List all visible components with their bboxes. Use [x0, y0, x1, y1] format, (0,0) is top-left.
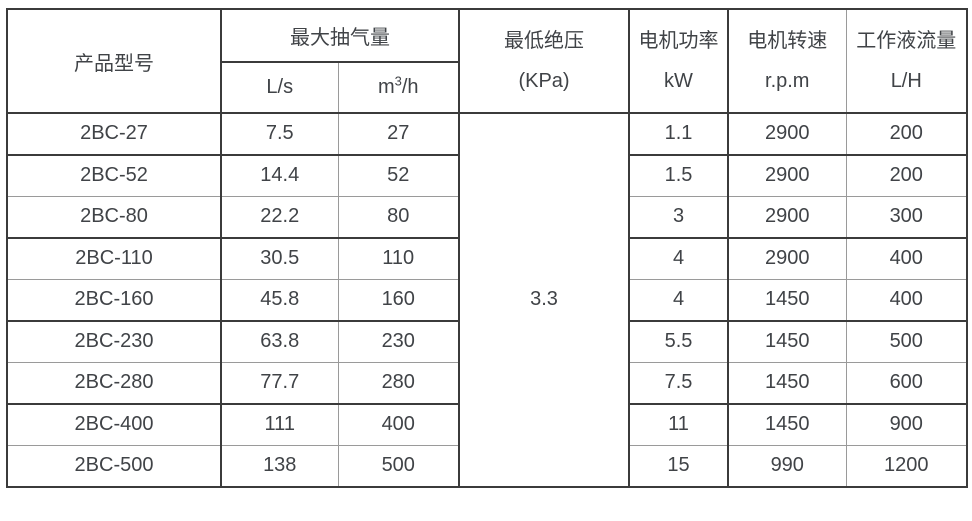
cell-rpm: 2900: [727, 195, 847, 239]
cell-kw: 4: [628, 278, 729, 322]
cell-rpm: 2900: [727, 154, 847, 197]
cell-lh: 400: [845, 237, 968, 280]
motor-speed-unit: r.p.m: [765, 70, 810, 92]
cell-m3h: 280: [337, 361, 460, 405]
cell-kw: 3: [628, 195, 729, 239]
cell-lh: 600: [845, 361, 968, 405]
cell-ls: 30.5: [220, 237, 339, 280]
table-row: 2BC-80 22.2 80 3 2900 300: [6, 195, 968, 239]
cell-kw: 1.5: [628, 154, 729, 197]
cell-model: 2BC-500: [6, 444, 222, 487]
cell-ls: 22.2: [220, 195, 339, 239]
cell-kw: 5.5: [628, 320, 729, 363]
cell-lh: 900: [845, 403, 968, 446]
pump-spec-table: 产品型号 最大抽气量 最低绝压 (KPa) 电机功率 kW 电机转速 r.p.m…: [6, 8, 968, 488]
table-body: 2BC-27 7.5 27 3.3 1.1 2900 200 2BC-52 14.4 52 1.5 2…: [6, 112, 968, 488]
cell-m3h: 80: [337, 195, 460, 239]
table-row: 2BC-500 138 500 15 990 1200: [6, 444, 968, 487]
table-row: 2BC-27 7.5 27 3.3 1.1 2900 200: [6, 112, 968, 488]
table-row: 2BC-160 45.8 160 4 1450 400: [6, 278, 968, 322]
cell-ls: 7.5: [220, 112, 339, 156]
cell-m3h: 500: [337, 444, 460, 487]
cell-ls: 45.8: [220, 278, 339, 322]
col-header-fluid-flow: 工作液流量 L/H: [845, 8, 968, 114]
m3h-base: m: [377, 76, 395, 98]
col-header-product-model: 产品型号: [6, 8, 222, 114]
table-row: 2BC-280 77.7 280 7.5 1450 600: [6, 361, 968, 405]
cell-rpm: 1450: [727, 320, 847, 363]
min-pressure-unit: (KPa): [518, 70, 570, 92]
cell-m3h: 400: [337, 403, 460, 446]
cell-rpm: 1450: [727, 403, 847, 446]
cell-ls: 14.4: [220, 154, 339, 197]
cell-ls: 63.8: [220, 320, 339, 363]
cell-model: 2BC-27: [6, 112, 222, 156]
cell-lh: 1200: [845, 444, 968, 487]
cell-model: 2BC-400: [6, 403, 222, 446]
cell-m3h: 52: [337, 154, 460, 197]
cell-rpm: 2900: [727, 237, 847, 280]
cell-m3h: 110: [337, 237, 460, 280]
cell-kw: 15: [628, 444, 729, 487]
motor-speed-label: 电机转速: [747, 30, 828, 52]
cell-rpm: 2900: [727, 112, 847, 156]
cell-lh: 500: [845, 320, 968, 363]
cell-model: 2BC-160: [6, 278, 222, 322]
col-header-motor-power: 电机功率 kW: [628, 8, 729, 114]
table-row: 2BC-110 30.5 110 4 2900 400: [6, 237, 968, 280]
m3h-superscript: 3: [394, 73, 402, 89]
motor-power-label: 电机功率: [638, 30, 719, 52]
cell-model: 2BC-52: [6, 154, 222, 197]
cell-kw: 1.1: [628, 112, 729, 156]
col-header-unit-ls: L/s: [220, 61, 339, 114]
cell-rpm: 990: [727, 444, 847, 487]
cell-rpm: 1450: [727, 278, 847, 322]
min-pressure-label: 最低绝压: [504, 30, 584, 52]
cell-kw: 4: [628, 237, 729, 280]
cell-ls: 111: [220, 403, 339, 446]
col-header-motor-speed: 电机转速 r.p.m: [727, 8, 847, 114]
cell-m3h: 160: [337, 278, 460, 322]
cell-kw: 11: [628, 403, 729, 446]
cell-ls: 77.7: [220, 361, 339, 405]
cell-lh: 200: [845, 154, 968, 197]
fluid-flow-label: 工作液流量: [856, 30, 957, 52]
table-row: 2BC-400 111 400 11 1450 900: [6, 403, 968, 446]
col-header-min-pressure: 最低绝压 (KPa): [458, 8, 630, 114]
cell-model: 2BC-230: [6, 320, 222, 363]
table-row: 2BC-230 63.8 230 5.5 1450 500: [6, 320, 968, 363]
col-header-unit-m3h: m3/h: [337, 61, 460, 114]
header-row-top: 产品型号 最大抽气量 最低绝压 (KPa) 电机功率 kW 电机转速 r.p.m…: [6, 8, 968, 114]
cell-model: 2BC-110: [6, 237, 222, 280]
cell-kw: 7.5: [628, 361, 729, 405]
col-header-max-pumping: 最大抽气量: [220, 8, 460, 63]
cell-model: 2BC-80: [6, 195, 222, 239]
cell-m3h: 230: [337, 320, 460, 363]
fluid-flow-unit: L/H: [890, 70, 922, 92]
cell-lh: 400: [845, 278, 968, 322]
cell-min-pressure-merged: 3.3: [458, 112, 630, 488]
m3h-rest: /h: [401, 76, 419, 98]
motor-power-unit: kW: [664, 70, 693, 92]
header-row-units: L/s m3/h: [7, 61, 967, 114]
cell-ls: 138: [220, 444, 339, 487]
cell-lh: 200: [845, 112, 968, 156]
cell-lh: 300: [845, 195, 968, 239]
cell-rpm: 1450: [727, 361, 847, 405]
cell-m3h: 27: [337, 112, 460, 156]
cell-model: 2BC-280: [6, 361, 222, 405]
